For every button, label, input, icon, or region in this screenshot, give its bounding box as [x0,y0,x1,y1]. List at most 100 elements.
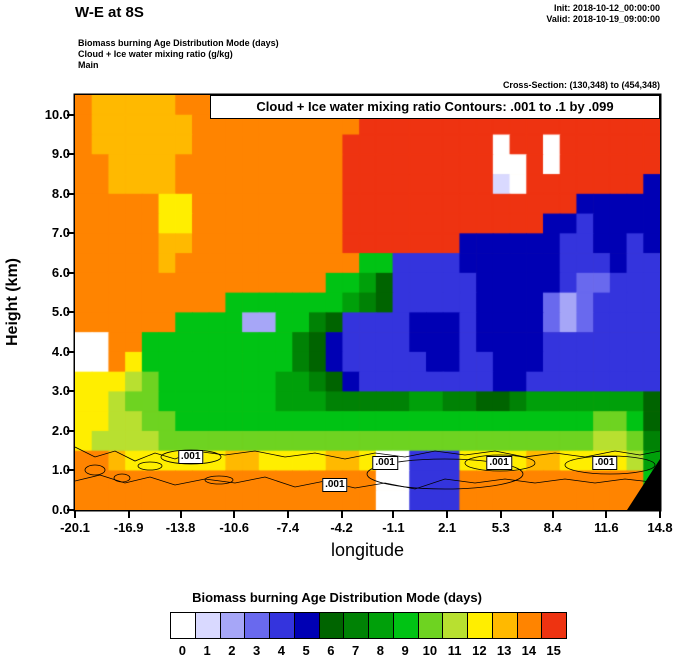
x-tick-mark [233,511,236,518]
x-tick-label: 2.1 [438,520,457,535]
colorbar-swatch [368,612,394,639]
y-tick-label: 10.0 [44,106,70,122]
y-tick-mark [67,390,75,393]
cloud-contour-loop [113,473,131,483]
colorbar-tick-label: 0 [178,643,186,658]
cross-section-plot: Cloud + Ice water mixing ratio Contours:… [75,95,660,510]
colorbar-tick-label: 3 [253,643,261,658]
colorbar-swatch [269,612,295,639]
colorbar-tick-label: 12 [472,643,487,658]
page-title: W-E at 8S [75,4,144,21]
y-tick-mark [67,509,75,511]
colorbar-tick-label: 15 [546,643,561,658]
valid-timestamp: Valid: 2018-10-19_09:00:00 [546,14,660,24]
cross-section-label: Cross-Section: (130,348) to (454,348) [502,80,660,90]
x-tick-mark [127,511,130,518]
x-tick-mark [74,511,76,518]
x-tick-label: -1.1 [382,520,405,535]
y-tick-mark [67,311,75,314]
colorbar-swatch [170,612,196,639]
y-tick-mark [67,350,75,353]
cloud-contour-loop [366,458,524,490]
x-tick-mark [286,511,289,518]
y-tick-mark [67,232,75,235]
y-tick-label: 3.0 [51,383,70,399]
contour-value-label: .001 [177,450,204,465]
colorbar-swatch [244,612,270,639]
y-tick-mark [67,271,75,274]
colorbar-swatch [417,612,444,639]
y-tick-label: 4.0 [51,343,70,359]
cloud-contour-loop [84,464,106,476]
x-tick-label: 11.6 [594,520,619,535]
colorbar-tick-label: 8 [376,643,384,658]
x-tick-label: -13.8 [165,520,196,535]
colorbar-tick-label: 6 [327,643,335,658]
colorbar-labels: 0 1 2 3 4 5 6 7 8 9 10 11 12 13 14 15 [170,643,566,659]
colorbar-tick-label: 14 [521,643,537,658]
x-tick-label: 8.4 [543,520,562,535]
x-tick-mark [499,511,502,518]
x-tick-label: -16.9 [113,520,144,535]
x-tick-label: -10.6 [219,520,250,535]
y-tick-mark [67,153,75,156]
colorbar-tick-label: 11 [447,643,462,658]
x-tick-mark [446,511,449,518]
colorbar-swatch [467,612,493,639]
cloud-contour-loop [564,455,656,475]
cloud-contour-loop [137,461,163,471]
colorbar-swatch [442,612,468,639]
cloud-contour-loop [204,475,234,485]
colorbar-tick-label: 4 [277,643,285,658]
y-tick-mark [67,429,75,432]
colorbar-swatch [491,612,518,639]
x-tick-label: 5.3 [491,520,510,535]
colorbar-tick-label: 1 [203,643,211,658]
y-tick-label: 8.0 [51,185,70,201]
y-tick-mark [67,192,75,195]
x-tick-mark [605,511,608,518]
x-tick-label: -4.2 [330,520,353,535]
colorbar-tick-label: 10 [422,643,438,658]
contour-value-label: .001 [591,456,618,471]
cloud-contour-line [75,446,660,462]
contour-value-label: .001 [372,456,398,471]
x-tick-mark [392,511,395,518]
init-timestamp: Init: 2018-10-12_00:00:00 [553,3,660,13]
x-tick-mark [659,511,661,518]
x-tick-label: -20.1 [60,520,90,535]
colorbar-tick-label: 9 [401,643,409,658]
contour-value-label: .001 [486,456,512,471]
y-tick-label: 0.0 [51,502,70,517]
y-tick-label: 1.0 [51,462,70,478]
field-list: Biomass burning Age Distribution Mode (d… [78,38,279,71]
colorbar-swatch [293,612,320,639]
x-tick-mark [340,511,343,518]
y-axis-title: Height (km) [4,258,21,346]
y-tick-mark [67,469,75,472]
colorbar [170,612,567,639]
field-line: Biomass burning Age Distribution Mode (d… [78,38,279,48]
colorbar-tick-label: 2 [228,643,236,658]
cloud-contour-loop [464,454,536,472]
colorbar-tick-label: 5 [302,643,310,658]
colorbar-swatch [219,612,246,639]
contour-info-box: Cloud + Ice water mixing ratio Contours:… [210,95,660,119]
colorbar-title: Biomass burning Age Distribution Mode (d… [192,590,482,605]
colorbar-swatch [318,612,345,639]
x-axis-title: longitude [330,540,405,560]
x-tick-label: 14.8 [647,520,673,535]
age-heatmap-canvas [75,95,660,510]
colorbar-swatch [194,612,221,639]
cloud-contour-line [75,474,660,490]
y-tick-label: 7.0 [51,225,70,241]
y-tick-label: 2.0 [51,422,70,438]
field-line: Cloud + Ice water mixing ratio (g/kg) [78,49,233,59]
x-tick-label: -7.4 [276,520,300,535]
colorbar-swatch [516,612,543,639]
contour-value-label: .001 [322,478,348,493]
y-tick-label: 9.0 [51,146,70,162]
colorbar-swatch [541,612,567,639]
x-tick-mark [179,511,182,518]
